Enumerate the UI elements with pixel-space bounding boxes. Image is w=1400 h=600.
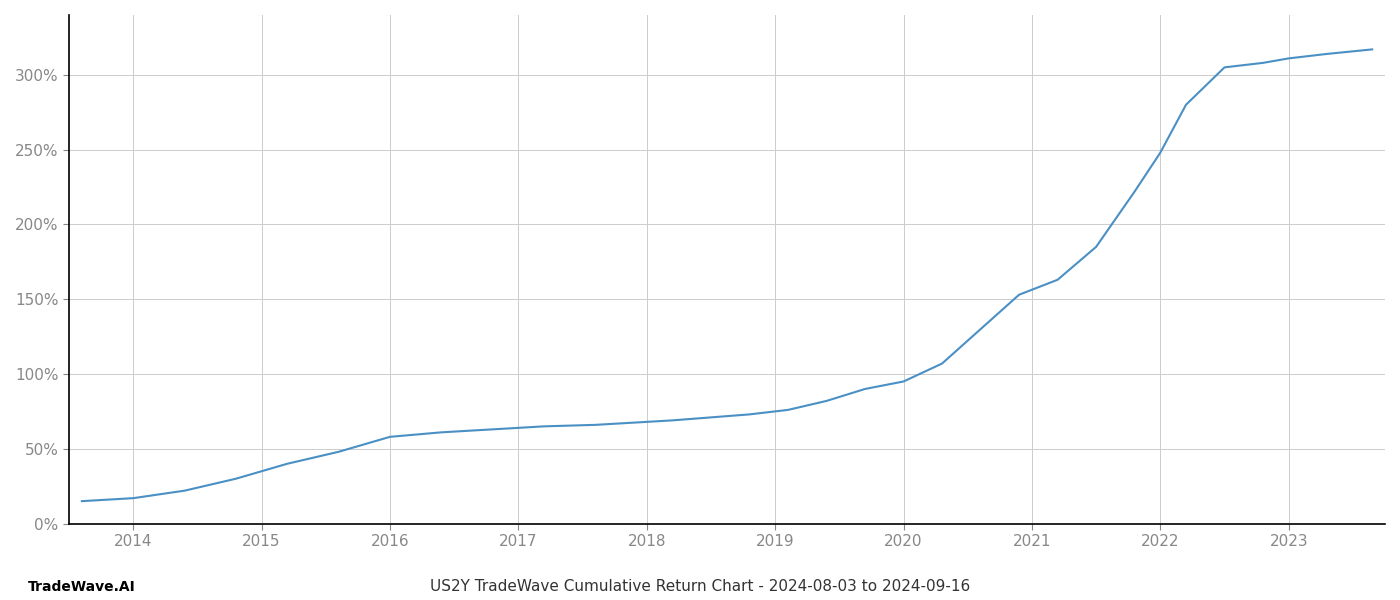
Text: TradeWave.AI: TradeWave.AI <box>28 580 136 594</box>
Text: US2Y TradeWave Cumulative Return Chart - 2024-08-03 to 2024-09-16: US2Y TradeWave Cumulative Return Chart -… <box>430 579 970 594</box>
